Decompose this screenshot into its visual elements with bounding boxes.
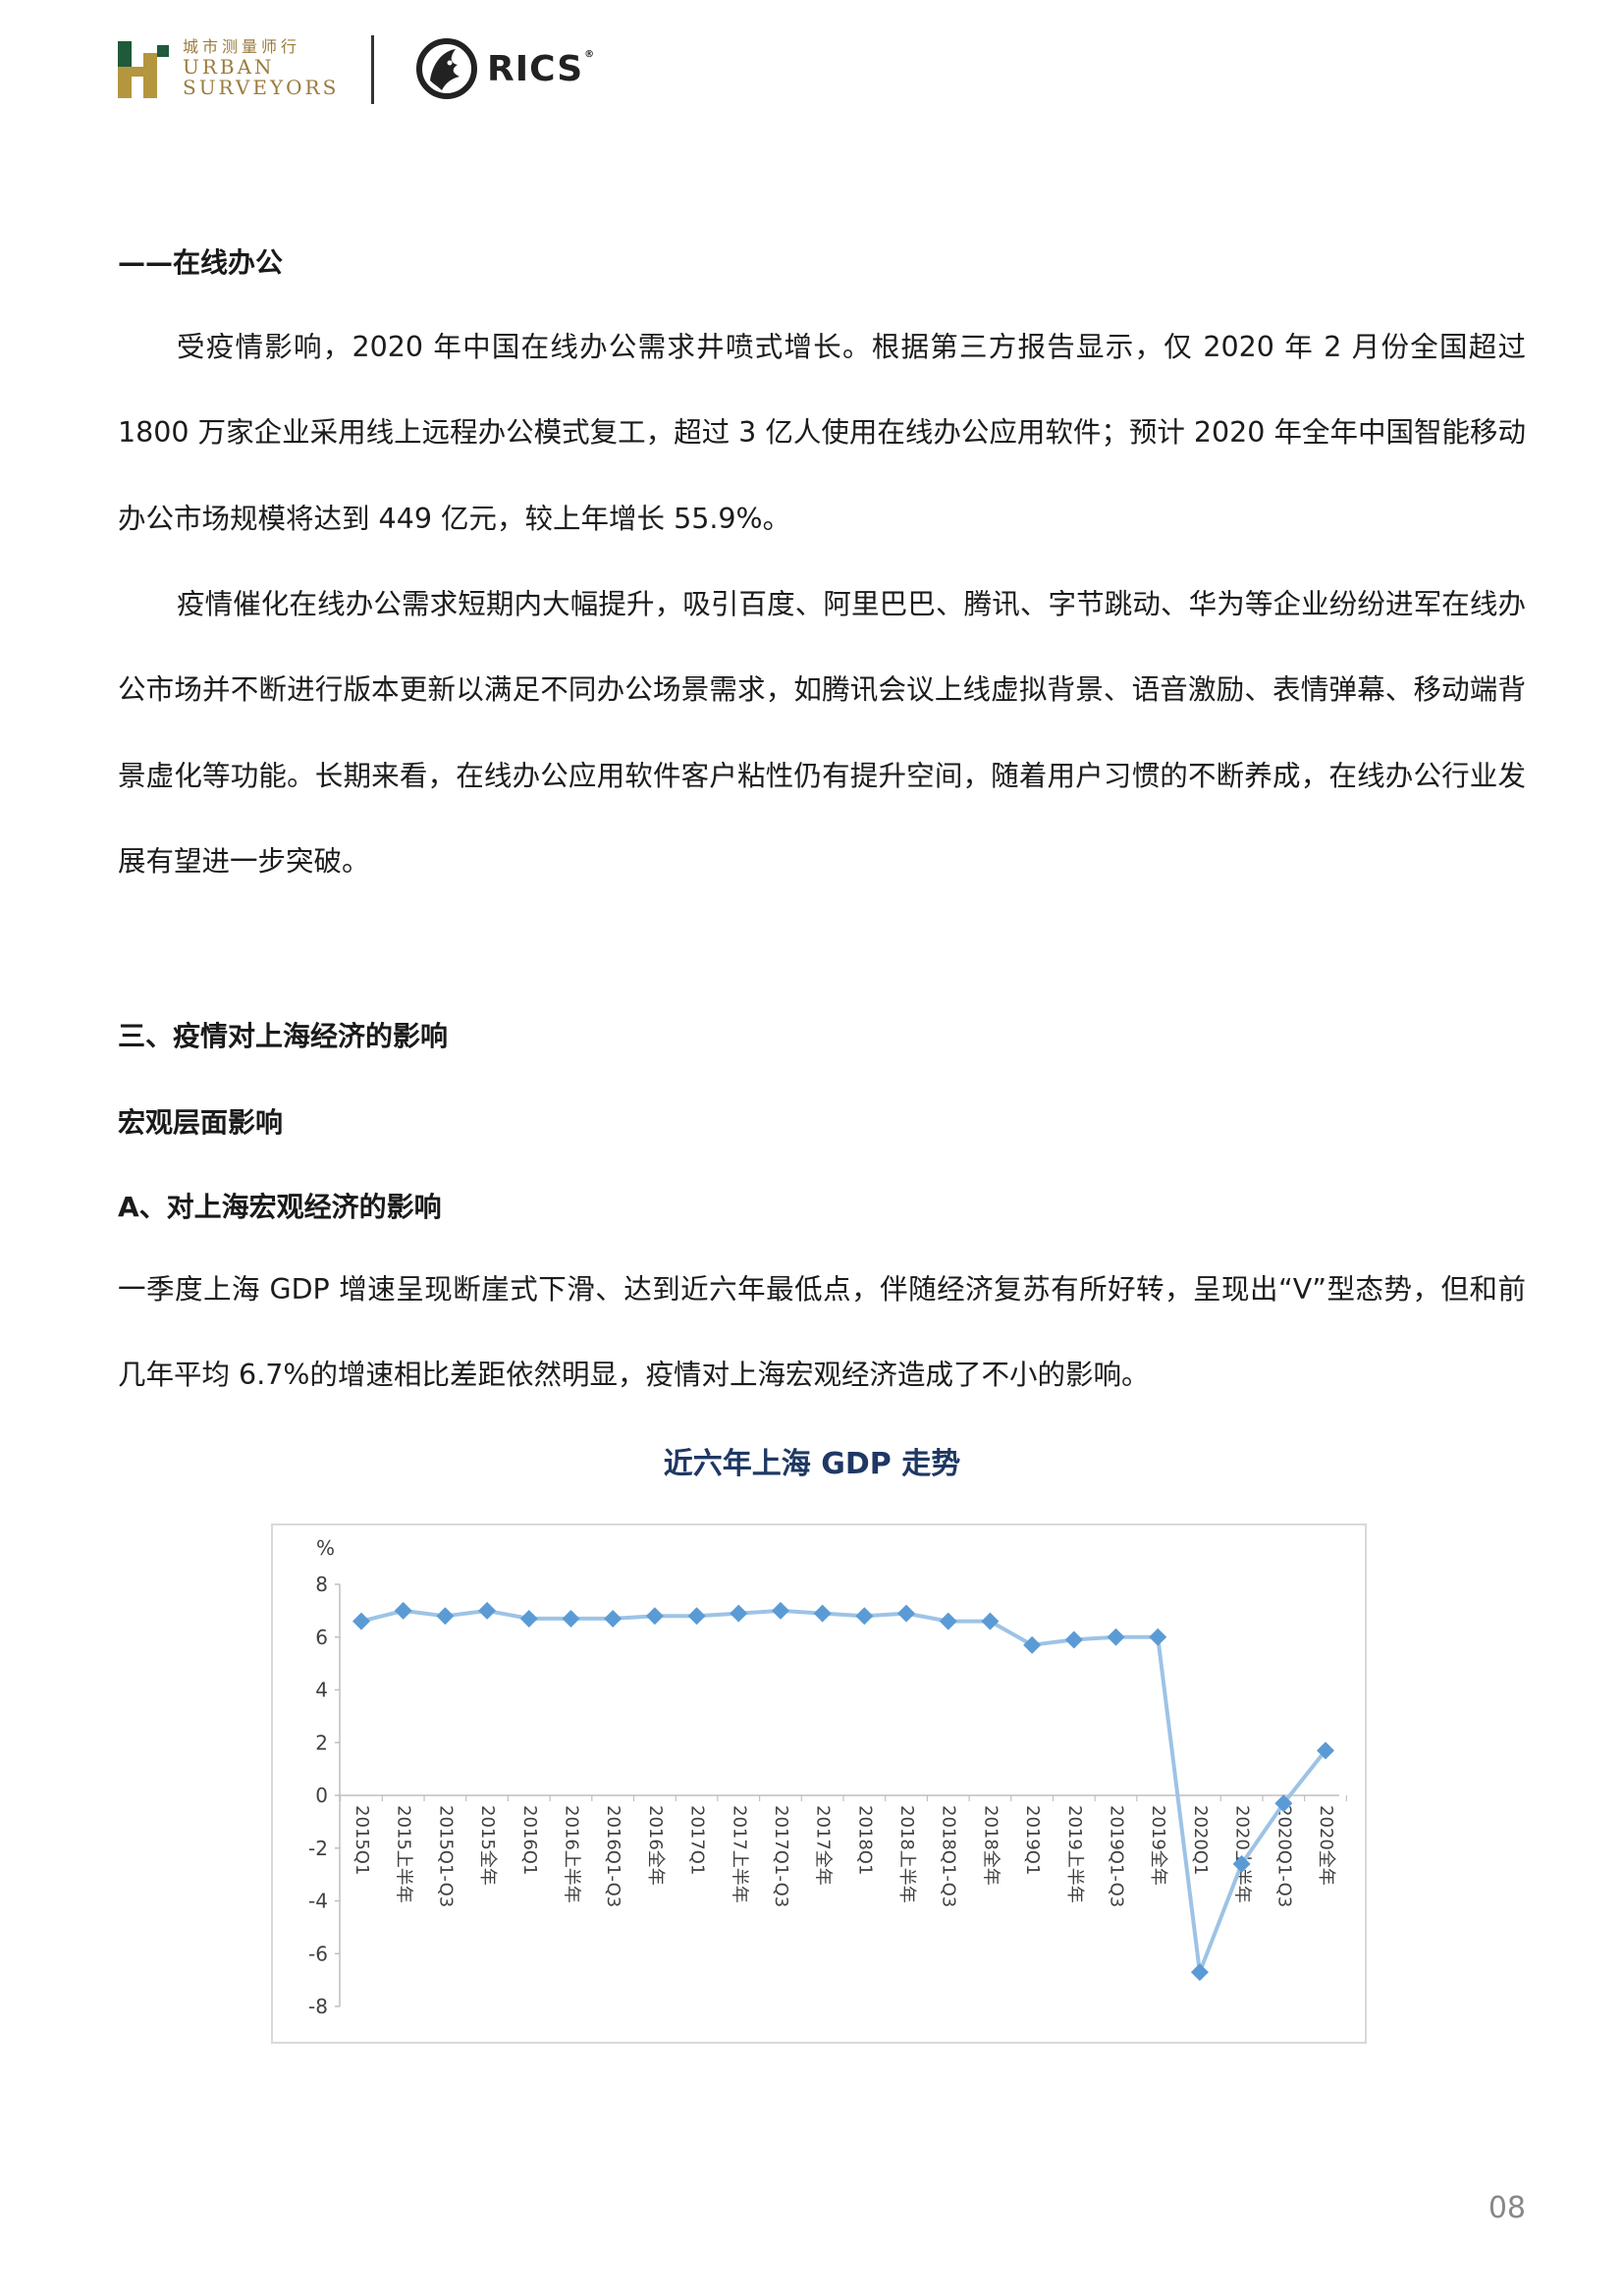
y-tick-label: 0: [315, 1784, 328, 1807]
x-category-label: 2019Q1-Q3: [1107, 1805, 1127, 1907]
gdp-line-chart: % 8 6 4 2 0 -2 -4 -6 -8 2015Q1 2015上半年 2015Q1-Q3 2015…: [308, 1536, 1347, 2018]
x-category-label: 2015上半年: [394, 1805, 414, 1903]
gdp-data-point: [1107, 1628, 1125, 1646]
x-category-label: 2016Q1-Q3: [603, 1805, 623, 1907]
x-category-label: 2020Q1-Q3: [1273, 1805, 1294, 1907]
gdp-data-point: [519, 1609, 538, 1628]
x-category-label: 2020Q1: [1190, 1805, 1211, 1875]
x-category-label: 2015Q1: [352, 1805, 372, 1875]
gdp-data-point: [1149, 1628, 1167, 1646]
x-category-label: 2020全年: [1316, 1805, 1336, 1886]
paragraph-gdp-summary: 一季度上海 GDP 增速呈现断崖式下滑、达到近六年最低点，伴随经济复苏有所好转，…: [118, 1273, 1526, 1392]
x-category-label: 2016上半年: [561, 1805, 581, 1903]
x-category-label: 2018Q1: [854, 1805, 875, 1875]
x-category-label: 2019上半年: [1064, 1805, 1085, 1903]
x-category-label: 2016全年: [645, 1805, 666, 1886]
x-category-label: 2017全年: [813, 1805, 834, 1886]
gdp-data-point: [813, 1604, 832, 1623]
y-tick-label: -6: [308, 1942, 328, 1965]
urban-surveyors-logo-icon: [118, 41, 169, 98]
rics-registered-mark: ®: [584, 49, 596, 60]
x-category-label: 2018Q1-Q3: [939, 1805, 959, 1907]
gdp-data-point: [897, 1604, 916, 1623]
y-tick-label: 6: [315, 1626, 328, 1649]
x-category-label: 2015全年: [477, 1805, 498, 1886]
gdp-data-point: [1023, 1635, 1042, 1654]
x-category-label: 2015Q1-Q3: [435, 1805, 456, 1907]
gdp-data-point: [645, 1607, 664, 1626]
x-category-label: 2019Q1: [1022, 1805, 1043, 1875]
y-tick-label: 4: [315, 1679, 328, 1702]
section-heading-three: 三、疫情对上海经济的影响: [118, 1020, 449, 1052]
gdp-data-point: [1274, 1794, 1293, 1813]
gdp-data-point: [436, 1607, 455, 1626]
page-number: 08: [1488, 2191, 1526, 2225]
x-category-label: 2018全年: [980, 1805, 1001, 1886]
logo-chinese-name: 城市测量师行: [183, 37, 301, 56]
x-category-label: 2017Q1: [687, 1805, 708, 1875]
logo-divider: [371, 35, 374, 104]
gdp-series-line: [360, 1608, 1327, 1975]
y-tick-label: 2: [315, 1731, 328, 1754]
rics-wordmark: RICS®: [487, 49, 595, 89]
page-header: 城市测量师行 URBAN SURVEYORS RICS®: [116, 35, 705, 104]
gdp-data-point: [1064, 1630, 1083, 1649]
paragraph-online-office-competition: 疫情催化在线办公需求短期内大幅提升，吸引百度、阿里巴巴、腾讯、字节跳动、华为等企…: [118, 588, 1526, 878]
rics-label: RICS: [487, 49, 584, 89]
logo-english-line2: SURVEYORS: [183, 76, 340, 99]
gdp-data-point: [1232, 1854, 1251, 1873]
y-tick-label: 8: [315, 1573, 328, 1596]
rics-lion-icon: [416, 38, 477, 99]
gdp-data-point: [478, 1601, 497, 1620]
gdp-data-point: [352, 1612, 370, 1630]
gdp-data-point: [730, 1604, 748, 1623]
gdp-data-point: [562, 1609, 580, 1628]
gdp-data-point: [981, 1612, 1000, 1630]
x-category-label: 2016Q1: [519, 1805, 540, 1875]
y-tick-label: -2: [308, 1837, 328, 1860]
y-tick-label: -8: [308, 1995, 328, 2018]
section-heading-online-office: ——在线办公: [118, 246, 284, 279]
gdp-data-point: [604, 1609, 623, 1628]
gdp-data-point: [1317, 1741, 1334, 1760]
gdp-data-point: [1190, 1963, 1209, 1982]
gdp-data-point: [939, 1612, 957, 1630]
x-category-label: 2019全年: [1148, 1805, 1168, 1886]
subheading-macro-impact: 宏观层面影响: [118, 1106, 284, 1139]
logo-english-line1: URBAN: [183, 55, 275, 79]
paragraph-online-office-growth: 受疫情影响，2020 年中国在线办公需求井喷式增长。根据第三方报告显示，仅 20…: [118, 331, 1526, 535]
y-axis-unit-label: %: [316, 1536, 335, 1560]
gdp-data-point: [687, 1607, 706, 1626]
chart-title: 近六年上海 GDP 走势: [663, 1447, 961, 1481]
subheading-shanghai-macro: A、对上海宏观经济的影响: [118, 1191, 442, 1223]
gdp-data-point: [394, 1601, 412, 1620]
gdp-chart-frame: % 8 6 4 2 0 -2 -4 -6 -8 2015Q1 2015上半年 2015Q1-Q3 2015…: [271, 1523, 1367, 2044]
y-tick-label: -4: [308, 1890, 328, 1913]
gdp-data-point: [855, 1607, 874, 1626]
x-category-label: 2017Q1-Q3: [771, 1805, 791, 1907]
x-category-label: 2017上半年: [729, 1805, 749, 1903]
x-category-label: 2018上半年: [896, 1805, 917, 1903]
urban-surveyors-wordmark: 城市测量师行 URBAN SURVEYORS: [183, 37, 339, 98]
gdp-data-point: [771, 1601, 789, 1620]
